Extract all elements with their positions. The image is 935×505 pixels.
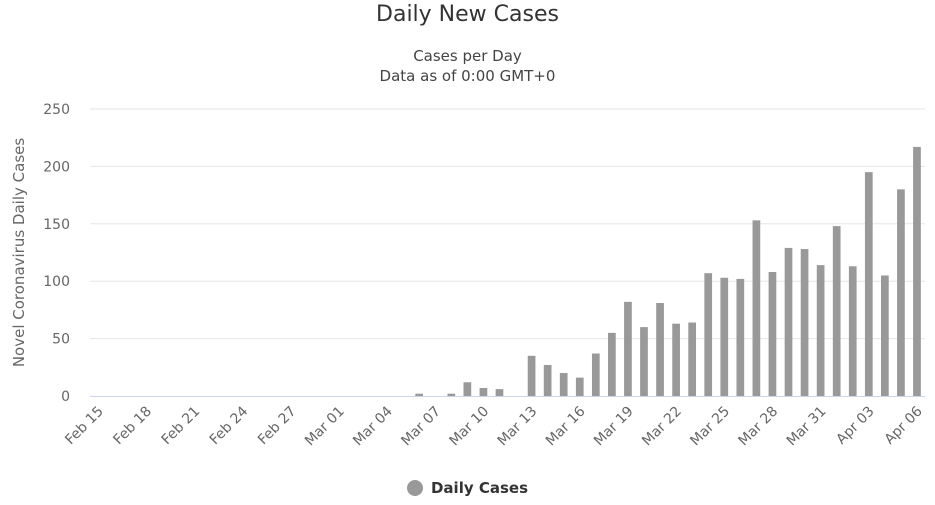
bar [575, 377, 584, 396]
bar [527, 355, 536, 396]
x-tick-label: Feb 18 [110, 404, 155, 449]
bar [864, 172, 873, 396]
bar [656, 303, 664, 396]
bar [768, 272, 777, 396]
bar [881, 275, 889, 396]
x-tick-label: Apr 03 [833, 404, 877, 448]
x-tick-label: Mar 10 [447, 404, 493, 450]
bar [913, 146, 921, 396]
bar [479, 387, 488, 396]
bar [543, 365, 552, 396]
bar [832, 226, 841, 396]
bar [848, 266, 857, 396]
chart-subtitle-line-1: Cases per Day [413, 47, 522, 65]
bar [463, 382, 472, 396]
x-tick-label: Mar 01 [302, 404, 348, 450]
y-tick-label: 200 [43, 159, 70, 175]
y-axis-title: Novel Coronavirus Daily Cases [10, 138, 28, 368]
bar [640, 327, 648, 396]
bar [624, 301, 632, 396]
bar [800, 249, 809, 396]
bar [447, 393, 456, 396]
bar [704, 273, 713, 396]
bar [591, 353, 600, 396]
bar [415, 393, 424, 396]
bar [897, 189, 905, 396]
bar [736, 278, 745, 396]
bar [608, 332, 616, 396]
x-tick-label: Mar 28 [736, 404, 782, 450]
bar [784, 247, 793, 396]
x-tick-label: Feb 27 [255, 404, 300, 449]
y-tick-label: 150 [43, 217, 70, 233]
bar [559, 373, 568, 396]
x-tick-label: Feb 15 [62, 404, 107, 449]
bar [672, 323, 680, 396]
bar [816, 265, 825, 396]
y-tick-label: 250 [43, 102, 70, 118]
chart-title: Daily New Cases [376, 2, 559, 27]
bar [495, 389, 504, 396]
x-tick-label: Mar 22 [639, 404, 685, 450]
bar [688, 322, 697, 396]
bar [752, 220, 761, 396]
chart-subtitle-line-2: Data as of 0:00 GMT+0 [379, 67, 556, 85]
x-tick-label: Mar 16 [543, 403, 589, 449]
legend-label: Daily Cases [430, 479, 529, 497]
x-tick-label: Mar 31 [784, 404, 830, 450]
y-tick-label: 50 [52, 332, 70, 348]
y-tick-label: 0 [61, 389, 70, 405]
x-tick-label: Apr 06 [882, 403, 926, 447]
x-tick-label: Feb 24 [207, 403, 252, 448]
x-tick-label: Mar 07 [398, 404, 444, 450]
x-tick-label: Mar 19 [591, 404, 637, 450]
x-tick-label: Feb 21 [159, 404, 204, 449]
x-tick-label: Mar 25 [687, 404, 733, 450]
x-tick-label: Mar 04 [350, 403, 396, 449]
bar [720, 277, 729, 396]
y-tick-label: 100 [43, 274, 70, 290]
legend-marker-icon [406, 480, 423, 496]
legend[interactable]: Daily Cases [0, 479, 935, 497]
x-tick-label: Mar 13 [495, 404, 541, 450]
